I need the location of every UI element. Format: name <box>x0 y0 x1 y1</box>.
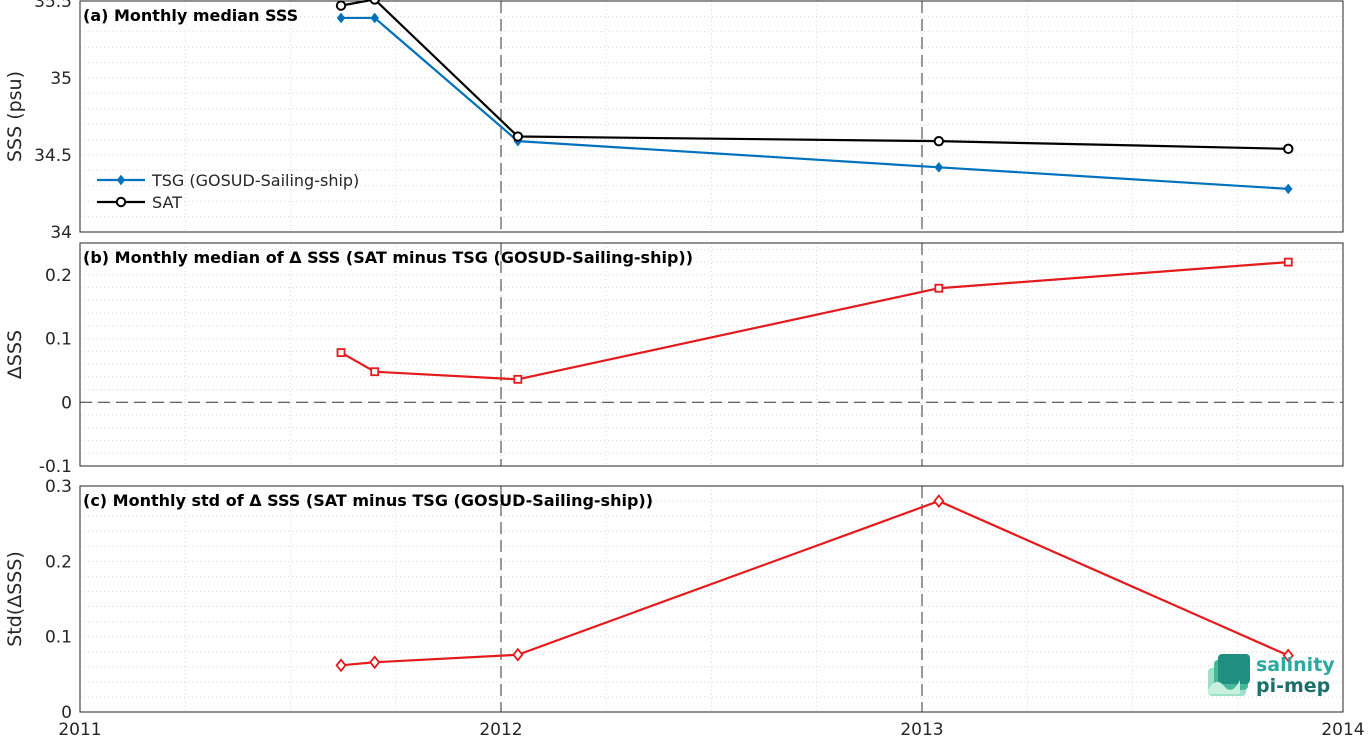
data-point <box>512 647 524 662</box>
data-point <box>370 12 379 24</box>
data-point <box>1283 143 1294 155</box>
salinity-pimep-logo: salinity pi-mep <box>1208 654 1335 697</box>
y-tick-label: 0.1 <box>45 330 72 350</box>
data-point <box>512 131 524 142</box>
y-tick-label: 0 <box>61 393 72 413</box>
data-point <box>370 367 380 377</box>
y-tick-label: 0.1 <box>45 628 72 648</box>
y-tick-label: 34 <box>50 223 72 243</box>
panel-b: -0.1 0 0.1 0.2 ΔSSS (b) Monthly median of Δ S… <box>4 242 1344 477</box>
y-tick-label: 35 <box>50 69 72 89</box>
series-1 <box>335 0 1294 155</box>
y-tick-label: 34.5 <box>34 146 72 166</box>
minor-grid <box>79 485 1344 713</box>
plot-frame <box>79 485 1344 713</box>
x-tick-label: 2012 <box>479 720 522 738</box>
data-point <box>336 12 346 24</box>
legend-label: SAT <box>152 193 182 212</box>
data-point <box>934 162 944 173</box>
plot-area <box>80 243 1343 466</box>
plot-frame <box>79 0 1344 233</box>
legend-marker <box>115 196 127 208</box>
y-tick-label: 0.2 <box>45 552 72 572</box>
y-tick-label: 0.2 <box>45 266 72 286</box>
y-tick-label: 0.3 <box>45 477 72 497</box>
panel-a: 34 34.5 35 35.5 SSS (psu) (a) Monthly median … <box>4 0 1344 243</box>
y-tick-label: 35.5 <box>34 0 72 12</box>
data-point <box>1284 183 1293 195</box>
x-tick-label: 2011 <box>58 720 101 738</box>
x-tick-label: 2014 <box>1321 720 1364 738</box>
y-axis-label: Std(ΔSSS) <box>4 551 26 647</box>
panel-title: (b) Monthly median of Δ SSS (SAT minus T… <box>83 248 693 267</box>
data-point <box>934 283 944 293</box>
x-tick-label: 2013 <box>900 720 943 738</box>
plot-frame <box>79 242 1344 467</box>
data-point <box>513 374 523 384</box>
legend: TSG (GOSUD-Sailing-ship) SAT <box>97 171 359 212</box>
data-point <box>335 658 347 673</box>
series-0 <box>336 257 1293 384</box>
logo-text-line1: salinity <box>1256 654 1335 676</box>
data-point <box>369 655 381 670</box>
series-0 <box>335 494 1294 673</box>
panel-title: (c) Monthly std of Δ SSS (SAT minus TSG … <box>83 491 653 510</box>
data-point <box>369 0 380 5</box>
data-point <box>933 135 945 147</box>
panel-c: 0 0.1 0.2 0.3 Std(ΔSSS) 2011 2012 2013 2014 (c) M… <box>4 477 1365 738</box>
panel-title: (a) Monthly median SSS <box>83 6 298 25</box>
legend-marker <box>116 174 126 186</box>
data-point <box>1283 257 1293 267</box>
data-point <box>1282 648 1294 663</box>
logo-icon <box>1208 654 1250 696</box>
legend-entry: SAT <box>97 193 182 212</box>
data-point <box>336 348 346 357</box>
legend-label: TSG (GOSUD-Sailing-ship) <box>151 171 359 190</box>
legend-entry: TSG (GOSUD-Sailing-ship) <box>97 171 359 190</box>
y-axis-label: SSS (psu) <box>4 71 26 162</box>
y-axis-label: ΔSSS <box>4 330 26 379</box>
logo-text-line2: pi-mep <box>1256 675 1330 697</box>
data-point <box>933 494 945 509</box>
data-point <box>335 0 347 11</box>
y-tick-label: -0.1 <box>39 457 72 477</box>
y-tick-label: 0 <box>61 703 72 723</box>
